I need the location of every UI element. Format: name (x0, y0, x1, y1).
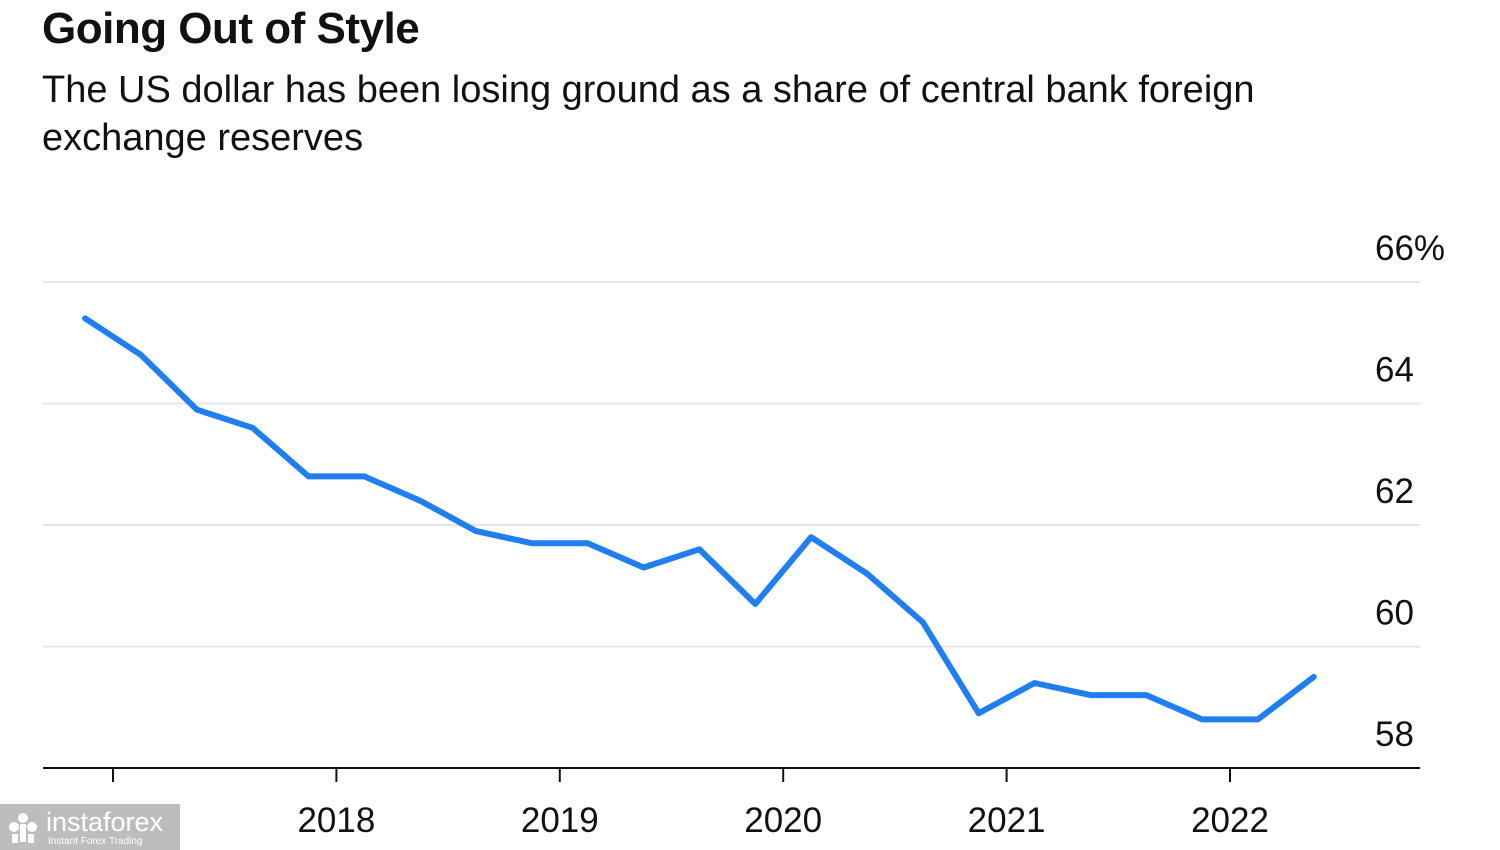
y-tick-label-66: 66% (1375, 229, 1445, 268)
data-point-2017-Q1 (138, 352, 143, 357)
x-tick-label-2018: 2018 (297, 801, 375, 840)
chart-title: Going Out of Style (42, 4, 420, 53)
data-point-2017-Q3 (250, 425, 255, 430)
x-tick-label-2020: 2020 (744, 801, 822, 840)
x-axis (43, 767, 1420, 782)
data-point-2020-Q3 (920, 620, 925, 625)
data-point-2021-Q3 (1144, 693, 1149, 698)
data-point-2019-Q4 (753, 602, 758, 606)
y-tick-label-64: 64 (1375, 351, 1414, 390)
y-tick-label-62: 62 (1375, 472, 1414, 511)
y-tick-label-60: 60 (1375, 594, 1414, 633)
data-point-2018-Q2 (418, 498, 423, 503)
watermark-brand: instaforex (46, 807, 164, 837)
data-point-2018-Q4 (529, 541, 534, 546)
x-axis-labels: 201720182019202020212022 (74, 801, 1269, 840)
data-point-2021-Q1 (1032, 681, 1037, 685)
data-point-2016-Q4 (83, 316, 88, 321)
y-axis: 66% 64 62 60 58 (1375, 229, 1445, 754)
data-point-2021-Q4 (1200, 717, 1205, 722)
data-point-2017-Q4 (306, 474, 311, 479)
y-tick-label-58: 58 (1375, 715, 1414, 754)
chart-subtitle: The US dollar has been losing ground as … (42, 69, 1255, 159)
gridlines (43, 281, 1420, 648)
x-tick-label-2021: 2021 (968, 801, 1046, 840)
data-point-2020-Q1 (809, 535, 814, 540)
data-point-2020-Q2 (865, 571, 869, 576)
series-line-0 (82, 315, 1317, 723)
instaforex-logo-icon (9, 813, 37, 843)
data-point-2017-Q2 (194, 407, 199, 412)
data-point-2019-Q2 (641, 565, 646, 570)
data-point-2019-Q3 (697, 547, 702, 552)
x-tick-label-2019: 2019 (521, 801, 599, 840)
instaforex-watermark: instaforex Instant Forex Trading (0, 804, 180, 850)
data-point-2018-Q1 (362, 474, 367, 479)
watermark-tagline: Instant Forex Trading (48, 836, 143, 847)
x-tick-label-2022: 2022 (1191, 801, 1269, 840)
data-point-2019-Q1 (585, 541, 590, 546)
data-point-2022-Q1 (1255, 717, 1260, 722)
series-layer (82, 315, 1317, 723)
data-point-2020-Q4 (976, 711, 981, 716)
data-point-2021-Q2 (1088, 693, 1093, 698)
data-point-2022-Q2 (1311, 674, 1316, 679)
data-point-2018-Q3 (474, 529, 478, 534)
